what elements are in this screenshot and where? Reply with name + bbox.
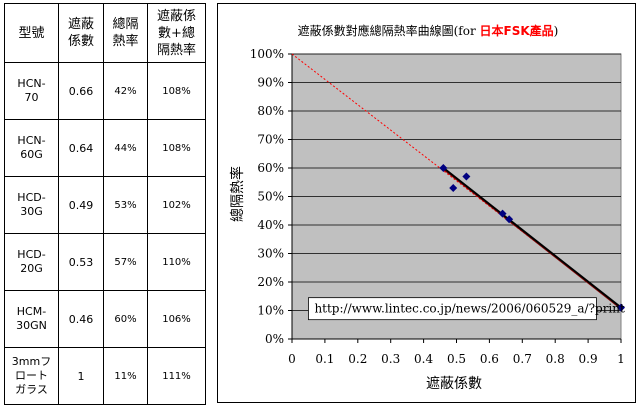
y-tick-label: 90% xyxy=(257,76,284,90)
cell-model: HCN- 60G xyxy=(4,119,59,177)
data-point xyxy=(505,215,514,224)
table-header-row: 型號 遮蔽 係數 總隔 熱率 遮蔽係 數+總 隔熱率 xyxy=(4,3,206,63)
cell-model: 3mmフ ロート ガラス xyxy=(4,347,59,405)
cell-ins: 53% xyxy=(103,176,148,234)
chart-container: 遮蔽係數對應總隔熱率曲線圖(for 日本FSK產品) 0% 10% 20% 30% 40… xyxy=(217,3,636,403)
table-row: HCN- 60G 0.64 44% 108% xyxy=(4,119,206,177)
y-tick-label: 70% xyxy=(257,133,284,147)
x-tick-label: 0.5 xyxy=(447,352,466,366)
x-tick-label: 0.7 xyxy=(513,352,532,366)
table-row: HCN- 70 0.66 42% 108% xyxy=(4,62,206,120)
y-tick-label: 80% xyxy=(257,104,284,118)
chart-title-highlight: 日本FSK產品 xyxy=(480,23,554,38)
x-tick-label: 0.6 xyxy=(480,352,499,366)
cell-sc: 0.46 xyxy=(58,290,104,348)
y-tick-label: 10% xyxy=(257,304,284,318)
cell-model-text: HCN- 60G xyxy=(17,134,46,161)
x-tick-label: 0.2 xyxy=(348,352,367,366)
reference-line xyxy=(291,53,622,309)
x-tick-label: 0.8 xyxy=(546,352,565,366)
cell-sum: 108% xyxy=(147,62,206,120)
cell-ins: 60% xyxy=(103,290,148,348)
cell-model-text: HCN- 70 xyxy=(17,77,46,104)
cell-model: HCN- 70 xyxy=(4,62,59,120)
y-tick-label: 40% xyxy=(257,218,284,232)
table-row: 3mmフ ロート ガラス 1 11% 111% xyxy=(4,347,206,405)
data-point xyxy=(617,303,625,312)
cell-sc: 1 xyxy=(58,347,104,405)
y-tick-label: 0% xyxy=(265,332,284,346)
cell-sc: 0.64 xyxy=(58,119,104,177)
cell-model-text: HCD- 30G xyxy=(17,191,46,218)
x-tick-label: 0.9 xyxy=(579,352,598,366)
y-tick-label: 30% xyxy=(257,247,284,261)
y-tick-label: 100% xyxy=(250,47,284,61)
y-tick-label: 60% xyxy=(257,161,284,175)
cell-sc: 0.66 xyxy=(58,62,104,120)
x-tick-label: 0.4 xyxy=(414,352,433,366)
x-axis-title: 遮蔽係數 xyxy=(426,376,482,392)
spec-table: 型號 遮蔽 係數 總隔 熱率 遮蔽係 數+總 隔熱率 HCN- 70 0.66 … xyxy=(4,3,206,405)
data-point xyxy=(498,209,507,218)
data-point xyxy=(462,172,471,181)
header-shading-coef-text: 遮蔽 係數 xyxy=(67,17,94,49)
cell-model-text: HCD- 20G xyxy=(17,248,46,275)
header-model-text: 型號 xyxy=(18,25,45,41)
data-point xyxy=(449,183,458,192)
cell-sc: 0.53 xyxy=(58,233,104,291)
y-tick-label: 20% xyxy=(257,275,284,289)
trend-line-shadow xyxy=(443,169,622,310)
cell-sum: 102% xyxy=(147,176,206,234)
scatter-chart: 遮蔽係數對應總隔熱率曲線圖(for 日本FSK產品) 0% 10% 20% 30% 40… xyxy=(229,23,625,392)
cell-model-text: HCM- 30GN xyxy=(16,305,47,332)
url-annotation: http://www.lintec.co.jp/news/2006/060529… xyxy=(314,302,625,316)
chart-title: 遮蔽係數對應總隔熱率曲線圖(for 日本FSK產品) xyxy=(298,23,559,38)
header-model: 型號 xyxy=(4,3,59,63)
x-tick-label: 1 xyxy=(617,352,625,366)
header-insulation: 總隔 熱率 xyxy=(103,3,148,63)
cell-ins: 44% xyxy=(103,119,148,177)
y-axis-title: 總隔熱率 xyxy=(229,166,246,222)
table-row: HCM- 30GN 0.46 60% 106% xyxy=(4,290,206,348)
cell-ins: 57% xyxy=(103,233,148,291)
table-row: HCD- 20G 0.53 57% 110% xyxy=(4,233,206,291)
header-shading-coef: 遮蔽 係數 xyxy=(58,3,104,63)
data-point xyxy=(439,164,448,172)
cell-model: HCM- 30GN xyxy=(4,290,59,348)
trend-line xyxy=(442,167,622,309)
url-annotation-box xyxy=(308,297,597,321)
x-tick-label: 0.1 xyxy=(315,352,334,366)
spec-table-container: 型號 遮蔽 係數 總隔 熱率 遮蔽係 數+總 隔熱率 HCN- 70 0.66 … xyxy=(4,3,206,405)
header-insulation-text: 總隔 熱率 xyxy=(112,17,139,49)
cell-model-text: 3mmフ ロート ガラス xyxy=(11,355,52,396)
header-sum-text: 遮蔽係 數+總 隔熱率 xyxy=(156,8,196,58)
cell-model: HCD- 30G xyxy=(4,176,59,234)
cell-sum: 108% xyxy=(147,119,206,177)
x-tick-label: 0.3 xyxy=(381,352,400,366)
cell-sum: 111% xyxy=(147,347,206,405)
cell-sum: 110% xyxy=(147,233,206,291)
header-sum: 遮蔽係 數+總 隔熱率 xyxy=(147,3,206,63)
table-row: HCD- 30G 0.49 53% 102% xyxy=(4,176,206,234)
cell-ins: 11% xyxy=(103,347,148,405)
x-tick-label: 0 xyxy=(288,352,296,366)
chart-title-text: 遮蔽係數對應總隔熱率曲線圖(for xyxy=(298,23,480,38)
cell-model: HCD- 20G xyxy=(4,233,59,291)
chart-title-end: ) xyxy=(554,24,559,38)
cell-ins: 42% xyxy=(103,62,148,120)
cell-sc: 0.49 xyxy=(58,176,104,234)
y-tick-label: 50% xyxy=(257,190,284,204)
cell-sum: 106% xyxy=(147,290,206,348)
